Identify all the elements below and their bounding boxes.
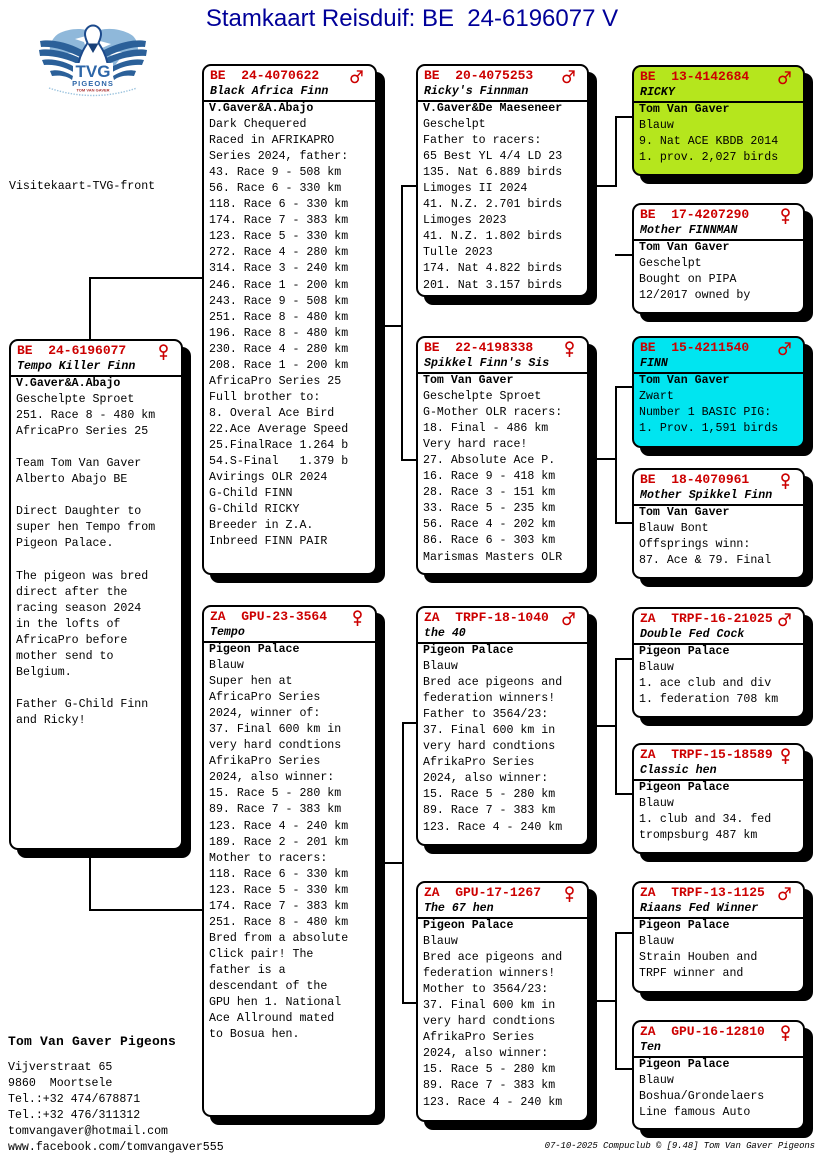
svg-text:TOM VAN GAVER: TOM VAN GAVER [76,88,109,93]
svg-text:PIGEONS: PIGEONS [72,79,114,88]
svg-text:TVG: TVG [76,62,111,81]
